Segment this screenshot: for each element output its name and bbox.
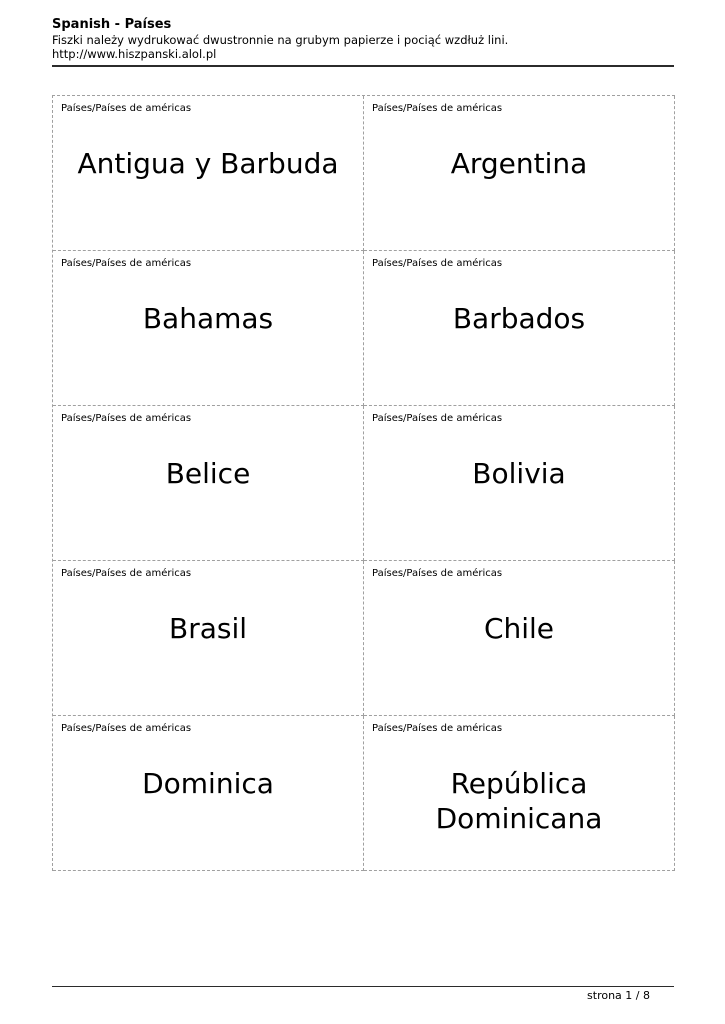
page-number: strona 1 / 8 (587, 989, 650, 1002)
flashcard-category-label: Países/Países de américas (61, 413, 192, 424)
page-title: Spanish - Países (52, 17, 172, 32)
flashcard: Países/Países de américas Argentina (364, 96, 675, 251)
flashcard: Países/Países de américas Belice (53, 406, 364, 561)
flashcard-category-label: Países/Países de américas (61, 258, 192, 269)
flashcard: Países/Países de américas Bahamas (53, 251, 364, 406)
flashcard-term: Bahamas (142, 302, 274, 335)
flashcard: Países/Países de américas Chile (364, 561, 675, 716)
flashcard-term: Barbados (452, 302, 586, 335)
header-divider (52, 65, 674, 67)
flashcard-term: Bolivia (472, 457, 566, 490)
flashcard-term: República Dominicana (435, 767, 603, 835)
flashcard-category-label: Países/Países de américas (372, 413, 503, 424)
flashcard-term: Dominica (142, 767, 274, 800)
flashcard: Países/Países de américas Barbados (364, 251, 675, 406)
flashcard-grid: Países/Países de américas Antigua y Barb… (52, 95, 675, 871)
flashcard-category-label: Países/Países de américas (372, 723, 503, 734)
flashcard-term: Belice (165, 457, 251, 490)
flashcard: Países/Países de américas República Domi… (364, 716, 675, 871)
site-url: http://www.hiszpanski.alol.pl (52, 47, 217, 61)
print-instructions: Fiszki należy wydrukować dwustronnie na … (52, 33, 509, 47)
page-header: Spanish - Países Fiszki należy wydrukowa… (52, 17, 674, 61)
flashcard: Países/Países de américas Antigua y Barb… (53, 96, 364, 251)
footer-divider (52, 986, 674, 987)
flashcard: Países/Países de américas Dominica (53, 716, 364, 871)
flashcard-term: Chile (483, 612, 555, 645)
flashcard-term: Antigua y Barbuda (77, 147, 339, 180)
flashcard-category-label: Países/Países de américas (61, 723, 192, 734)
flashcard-category-label: Países/Países de américas (61, 568, 192, 579)
flashcard-term: Brasil (168, 612, 248, 645)
flashcard: Países/Países de américas Bolivia (364, 406, 675, 561)
page-footer: strona 1 / 8 (52, 986, 674, 1002)
flashcard-category-label: Países/Países de américas (372, 568, 503, 579)
flashcard-category-label: Países/Países de américas (372, 103, 503, 114)
flashcard: Países/Países de américas Brasil (53, 561, 364, 716)
flashcard-category-label: Países/Países de américas (61, 103, 192, 114)
flashcard-term: Argentina (450, 147, 588, 180)
flashcard-category-label: Países/Países de américas (372, 258, 503, 269)
